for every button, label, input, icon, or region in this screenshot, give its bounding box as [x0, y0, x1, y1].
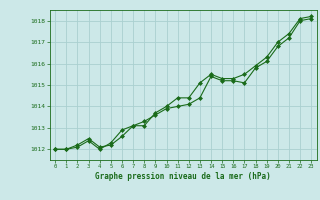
X-axis label: Graphe pression niveau de la mer (hPa): Graphe pression niveau de la mer (hPa) — [95, 172, 271, 181]
